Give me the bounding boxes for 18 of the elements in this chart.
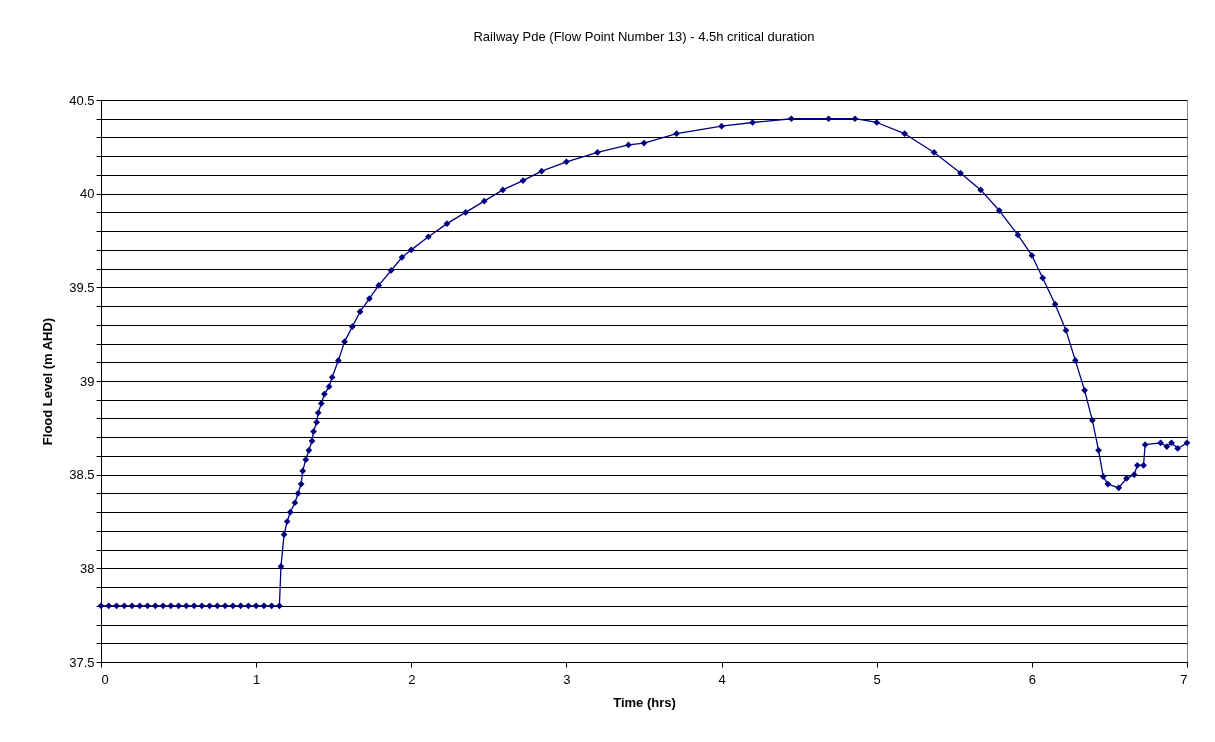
y-tick-label: 38 xyxy=(80,560,95,576)
x-tick-label: 2 xyxy=(408,671,416,687)
y-tick-label: 38.5 xyxy=(69,467,95,483)
y-tick-label: 39 xyxy=(80,373,95,389)
x-tick-label: 5 xyxy=(873,671,881,687)
y-tick-label: 37.5 xyxy=(69,654,95,670)
y-tick-label: 40.5 xyxy=(69,92,95,108)
y-tick-label: 40 xyxy=(80,186,95,202)
x-tick-label: 3 xyxy=(563,671,571,687)
x-tick-label: 1 xyxy=(253,671,261,687)
y-tick-label: 39.5 xyxy=(69,279,95,295)
x-tick-label: 6 xyxy=(1028,671,1036,687)
x-axis-title: Time (hrs) xyxy=(613,694,676,710)
y-axis-title: Flood Level (m AHD) xyxy=(40,317,56,446)
x-tick-label: 0 xyxy=(101,671,109,687)
x-tick-label: 4 xyxy=(718,671,726,687)
x-tick-label: 7 xyxy=(1180,671,1188,687)
chart-title: Railway Pde (Flow Point Number 13) - 4.5h critical duration xyxy=(473,29,815,44)
